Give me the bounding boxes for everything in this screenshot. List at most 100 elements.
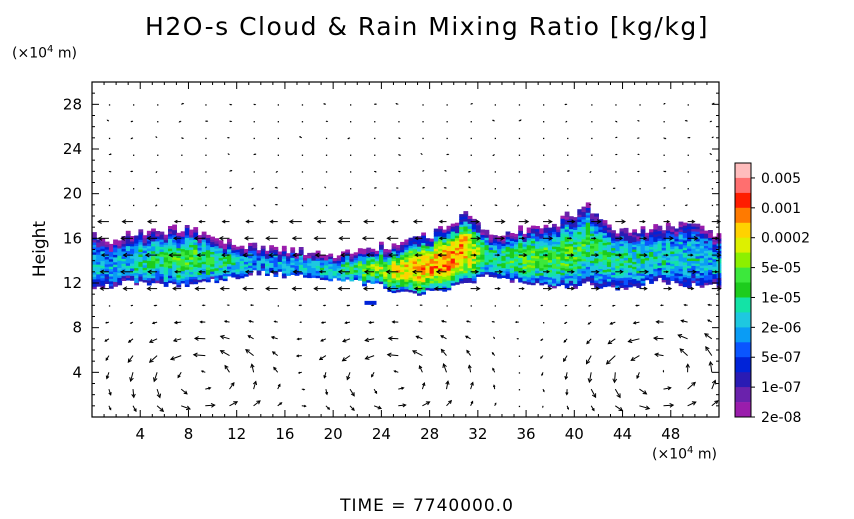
- cloud-cell: [602, 227, 608, 231]
- cloud-cell: [602, 274, 608, 278]
- cloud-cell: [539, 243, 545, 247]
- cloud-cell: [568, 226, 574, 230]
- cloud-cell: [218, 267, 224, 271]
- cloud-cell: [560, 272, 566, 276]
- cloud-cell: [577, 243, 583, 247]
- cloud-cell: [590, 240, 595, 244]
- cloud-cell: [138, 231, 144, 235]
- wind-arrow-head: [182, 137, 185, 139]
- cloud-cell: [395, 274, 401, 278]
- cloud-cell: [362, 256, 367, 260]
- cloud-cell: [581, 238, 587, 242]
- wind-arrow-head: [148, 339, 154, 343]
- cloud-cell: [130, 277, 135, 281]
- wind-arrow-shaft: [220, 350, 230, 357]
- cloud-cell: [661, 254, 667, 258]
- cloud-cell: [682, 257, 688, 261]
- cloud-cell: [665, 276, 671, 280]
- cloud-cell: [560, 259, 566, 263]
- cloud-cell: [687, 272, 692, 276]
- cloud-cell: [117, 245, 123, 249]
- wind-arrow-head: [587, 322, 590, 325]
- cloud-cell: [594, 250, 599, 254]
- cloud-cell: [653, 224, 659, 228]
- wind-arrow-head: [637, 153, 639, 156]
- cloud-cell: [446, 250, 452, 254]
- wind-arrow-shaft: [319, 355, 327, 361]
- cloud-cell: [467, 220, 473, 224]
- cloud-cell: [682, 269, 688, 273]
- cloud-cell: [146, 279, 152, 283]
- cloud-cell: [606, 229, 612, 233]
- cloud-cell: [543, 229, 549, 233]
- cloud-cell: [172, 281, 177, 285]
- cloud-cell: [252, 245, 258, 249]
- cloud-cell: [682, 249, 688, 253]
- cloud-cell: [497, 238, 502, 242]
- wind-arrow-head: [303, 388, 306, 391]
- cloud-cell: [526, 257, 532, 261]
- cloud-cell: [543, 227, 549, 231]
- wind-arrow-shaft: [687, 382, 696, 390]
- cloud-cell: [628, 242, 633, 246]
- cloud-cell: [543, 273, 549, 277]
- cloud-cell: [619, 240, 625, 244]
- wind-dot: [494, 188, 496, 190]
- cloud-cell: [189, 251, 194, 255]
- cloud-cell: [286, 267, 291, 271]
- cloud-cell: [644, 257, 650, 261]
- cloud-cell: [514, 275, 519, 279]
- wind-arrow-head: [268, 252, 273, 258]
- cloud-cell: [121, 277, 127, 281]
- wind-arrow-head: [244, 269, 250, 274]
- cloud-cell: [585, 239, 591, 243]
- cloud-cell: [408, 252, 414, 256]
- cloud-cell: [594, 230, 599, 234]
- cloud-cell: [218, 264, 224, 268]
- cloud-cell: [518, 227, 523, 231]
- cloud-cell: [514, 233, 519, 237]
- wind-arrow-head: [363, 269, 369, 275]
- cloud-cell: [159, 273, 165, 277]
- cloud-cell: [602, 271, 608, 275]
- cloud-cell: [564, 263, 570, 267]
- cloud-cell: [298, 254, 304, 258]
- wind-dot: [663, 154, 665, 156]
- cloud-cell: [273, 271, 279, 275]
- cloud-cell: [341, 268, 346, 272]
- cloud-cell: [341, 256, 346, 260]
- cloud-cell: [653, 265, 659, 269]
- cloud-cell: [349, 268, 355, 272]
- wind-arrow-head: [464, 335, 469, 339]
- cloud-cell: [530, 274, 536, 278]
- cloud-cell: [193, 227, 199, 231]
- wind-arrow-head: [595, 269, 600, 274]
- cloud-cell: [429, 265, 435, 269]
- cloud-cell: [429, 238, 435, 242]
- cloud-cell: [395, 250, 401, 254]
- cloud-cell: [665, 281, 671, 285]
- cloud-cell: [294, 255, 300, 259]
- cloud-cell: [687, 277, 692, 281]
- cloud-cell: [606, 246, 612, 250]
- cloud-cell: [210, 266, 215, 270]
- cloud-cell: [315, 272, 321, 276]
- wind-arrow-head: [156, 393, 162, 399]
- cloud-cell: [248, 247, 253, 251]
- cloud-cell: [653, 236, 659, 240]
- cloud-cell: [189, 278, 194, 282]
- cloud-cell: [155, 253, 161, 257]
- cloud-cell: [543, 269, 549, 273]
- wind-arrow-shaft: [156, 388, 161, 398]
- cloud-cell: [450, 270, 456, 274]
- cloud-cell: [256, 264, 262, 268]
- wind-dot: [277, 305, 279, 307]
- cloud-cell: [189, 234, 194, 238]
- cloud-cell: [560, 242, 566, 246]
- cloud-cell: [168, 265, 173, 269]
- x-tick-label: 40: [565, 425, 584, 443]
- cloud-cell: [412, 241, 418, 245]
- cloud-cell: [636, 284, 642, 288]
- cloud-cell: [459, 221, 464, 225]
- cloud-cell: [509, 274, 515, 278]
